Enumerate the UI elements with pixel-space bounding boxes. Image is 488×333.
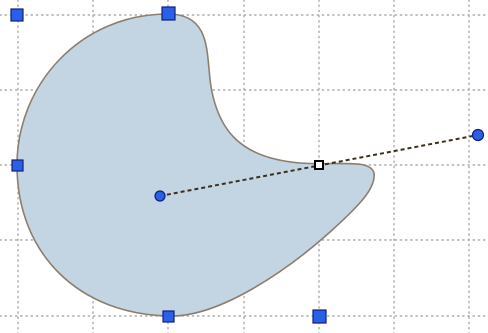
curve-shape[interactable] [16, 13, 375, 317]
resize-handle-top-left[interactable] [10, 8, 24, 22]
bezier-control-point-end[interactable] [471, 128, 485, 142]
resize-handle-middle-left[interactable] [11, 159, 24, 172]
resize-handle-top-center[interactable] [161, 6, 176, 21]
bezier-anchor-point[interactable] [314, 160, 324, 170]
resize-handle-bottom-center[interactable] [162, 310, 175, 323]
bezier-control-point-start[interactable] [154, 190, 166, 202]
resize-handle-bottom-right[interactable] [312, 309, 327, 324]
